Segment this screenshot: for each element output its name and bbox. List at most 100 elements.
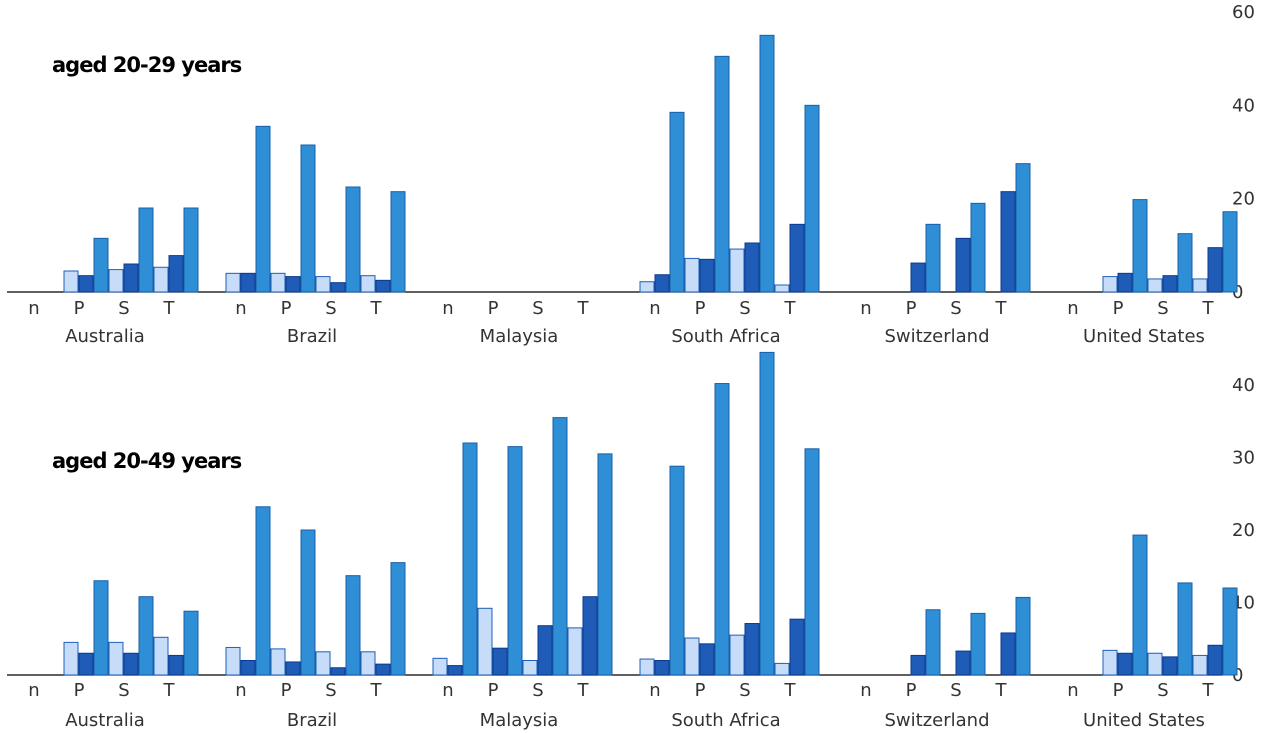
y-tick-label: 40 bbox=[1232, 95, 1255, 116]
category-label: South Africa bbox=[671, 710, 780, 731]
subcategory-label: T bbox=[163, 298, 176, 319]
panel-aged-20-29: aged 20-29 years 0 20 40 60 Australia n P S T Bra… bbox=[7, 2, 1255, 347]
bar bbox=[225, 272, 241, 293]
subcategory-label: P bbox=[488, 298, 499, 319]
bar bbox=[684, 637, 700, 676]
bar bbox=[789, 223, 805, 293]
bar bbox=[345, 186, 361, 293]
bar bbox=[759, 34, 775, 293]
bar bbox=[462, 442, 478, 676]
subcategory-label: P bbox=[1113, 680, 1124, 701]
bar bbox=[1000, 632, 1016, 676]
bar bbox=[597, 453, 613, 676]
bar bbox=[669, 465, 685, 676]
y-tick-label: 0 bbox=[1232, 665, 1243, 686]
subcategory-label: S bbox=[325, 298, 336, 319]
subcategory-label: P bbox=[695, 680, 706, 701]
bar bbox=[654, 274, 670, 293]
y-tick-label: 40 bbox=[1232, 375, 1255, 396]
bar bbox=[447, 665, 463, 676]
bar bbox=[78, 275, 94, 293]
panel-aged-20-49: aged 20-49 years 0 10 20 30 40 Australia n P S T B… bbox=[7, 351, 1255, 731]
bar bbox=[970, 202, 986, 293]
panel-title: aged 20-29 years bbox=[52, 53, 242, 77]
bar bbox=[699, 258, 715, 293]
subcategory-label: S bbox=[739, 298, 750, 319]
bar bbox=[153, 636, 169, 676]
bar bbox=[138, 596, 154, 676]
bar bbox=[804, 104, 820, 293]
subcategory-label: n bbox=[235, 298, 246, 319]
bar bbox=[759, 351, 775, 676]
bar bbox=[955, 237, 971, 293]
subcategory-label: n bbox=[860, 680, 871, 701]
bar bbox=[522, 660, 538, 676]
category-label: Switzerland bbox=[885, 326, 990, 347]
bar bbox=[774, 662, 790, 676]
bar bbox=[390, 191, 406, 293]
subcategory-label: T bbox=[1202, 298, 1215, 319]
subcategory-label: n bbox=[1067, 298, 1078, 319]
bar bbox=[492, 647, 508, 676]
bar bbox=[360, 275, 376, 293]
y-tick-label: 20 bbox=[1232, 520, 1255, 541]
bar bbox=[330, 282, 346, 293]
subcategory-label: P bbox=[906, 680, 917, 701]
subcategory-label: T bbox=[995, 680, 1008, 701]
bar bbox=[970, 612, 986, 676]
bar bbox=[315, 276, 331, 293]
bar bbox=[1000, 191, 1016, 293]
subcategory-label: T bbox=[370, 298, 383, 319]
subcategory-label: T bbox=[784, 298, 797, 319]
subcategory-label: T bbox=[784, 680, 797, 701]
bar bbox=[552, 417, 568, 676]
bar bbox=[1015, 596, 1031, 676]
subcategory-label: T bbox=[577, 680, 590, 701]
subcategory-label: T bbox=[163, 680, 176, 701]
bar bbox=[744, 623, 760, 676]
bar bbox=[390, 562, 406, 676]
bar bbox=[684, 257, 700, 293]
bar bbox=[345, 575, 361, 676]
bar bbox=[654, 660, 670, 676]
bar bbox=[270, 272, 286, 293]
category-label: Switzerland bbox=[885, 710, 990, 731]
category-label: United States bbox=[1083, 326, 1205, 347]
bar bbox=[925, 223, 941, 293]
bar bbox=[1117, 652, 1133, 676]
y-tick-label: 0 bbox=[1232, 282, 1243, 303]
subcategory-label: S bbox=[1157, 298, 1168, 319]
bar bbox=[1102, 649, 1118, 676]
bar bbox=[669, 111, 685, 293]
bar bbox=[1192, 278, 1208, 293]
bar bbox=[108, 269, 124, 293]
bar bbox=[168, 654, 184, 676]
bar bbox=[225, 646, 241, 676]
bar bbox=[255, 506, 271, 676]
bar bbox=[1222, 211, 1238, 293]
bar bbox=[63, 270, 79, 293]
category-label: Malaysia bbox=[480, 710, 559, 731]
bar bbox=[1147, 278, 1163, 293]
subcategory-label: n bbox=[649, 680, 660, 701]
subcategory-label: S bbox=[950, 298, 961, 319]
bar bbox=[270, 648, 286, 676]
bar bbox=[1132, 534, 1148, 676]
bar bbox=[108, 641, 124, 676]
bar bbox=[1222, 587, 1238, 676]
bar bbox=[699, 643, 715, 676]
subcategory-label: n bbox=[649, 298, 660, 319]
panel-title: aged 20-49 years bbox=[52, 449, 242, 473]
category-label: Australia bbox=[65, 326, 145, 347]
bar bbox=[63, 641, 79, 676]
subcategory-label: n bbox=[235, 680, 246, 701]
subcategory-label: P bbox=[281, 298, 292, 319]
bar bbox=[285, 661, 301, 676]
category-label: Brazil bbox=[287, 326, 337, 347]
subcategory-label: T bbox=[577, 298, 590, 319]
bar bbox=[1177, 582, 1193, 676]
bar bbox=[1147, 652, 1163, 676]
subcategory-label: S bbox=[118, 298, 129, 319]
bar bbox=[729, 248, 745, 293]
